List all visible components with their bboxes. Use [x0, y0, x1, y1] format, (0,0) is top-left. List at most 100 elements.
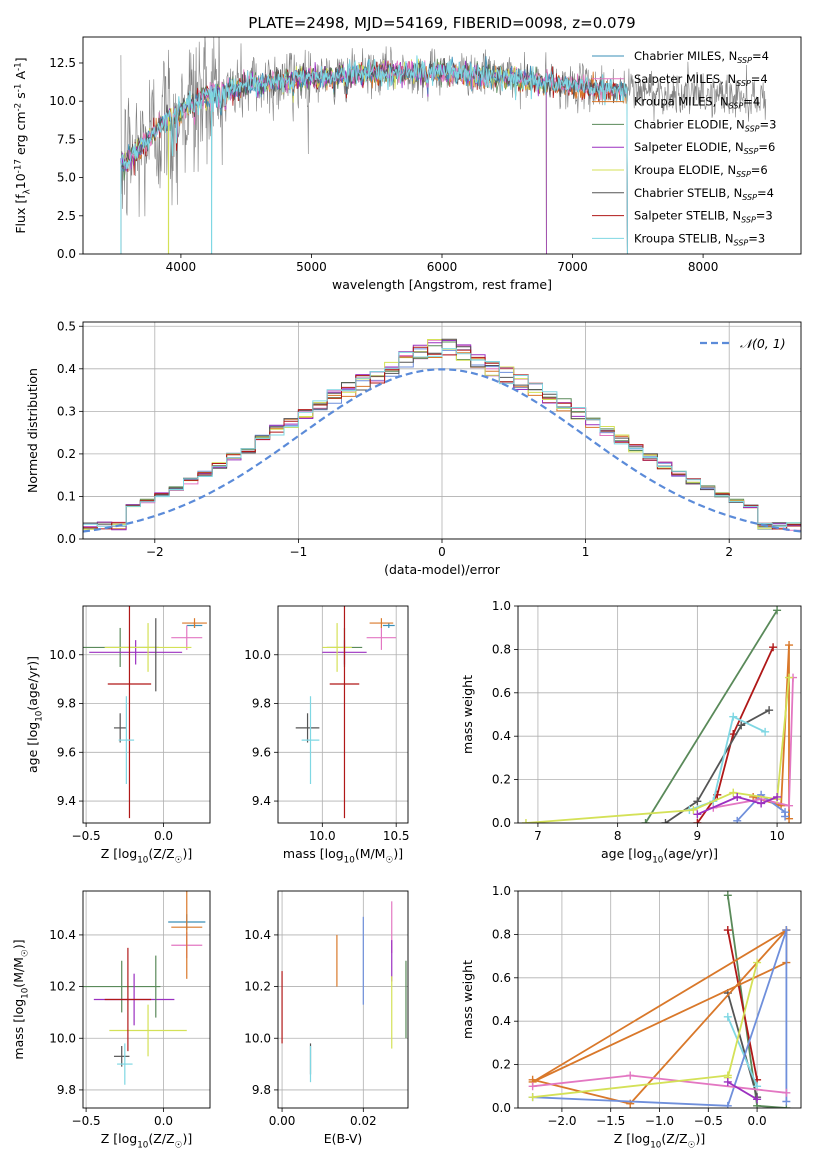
mass-weight-marker	[737, 721, 746, 730]
mass-weight-marker	[785, 641, 794, 650]
y-tick-label: 0.2	[492, 1058, 511, 1072]
y-tick-label: 0.0	[57, 247, 76, 261]
residual-histogram	[83, 348, 801, 528]
mass-weight-marker	[729, 788, 738, 797]
mass-weight-marker	[733, 816, 742, 823]
x-tick-label: 0.0	[748, 1114, 767, 1128]
y-tick-label: 0.1	[57, 489, 76, 503]
x-tick-label: 0.00	[269, 1114, 296, 1128]
mass-weight-marker	[781, 812, 790, 821]
x-tick-label: 7000	[557, 260, 588, 274]
axes-frame	[517, 890, 802, 1109]
x-tick-label: −0.5	[72, 829, 101, 843]
y-tick-label: 0.4	[492, 729, 511, 743]
y-axis-label: Flux [fλ10-17 erg cm-2 s-1 A-1]	[13, 57, 32, 233]
mw_vs_Z-plot-area	[518, 891, 801, 1108]
mass-weight-line	[696, 646, 774, 823]
mass-weight-marker	[528, 1082, 537, 1091]
y-tick-label: 0.8	[492, 927, 511, 941]
mass-weight-marker	[693, 810, 702, 819]
y-tick-label: 5.0	[57, 171, 76, 185]
mass-weight-line	[644, 609, 778, 823]
axes-frame	[82, 321, 802, 540]
y-axis-label: age [log10(age/yr)]	[25, 656, 44, 773]
x-tick-label: 2	[725, 545, 733, 559]
x-tick-label: 0.02	[350, 1114, 377, 1128]
y-tick-label: 9.4	[252, 794, 271, 808]
mass-weight-line	[726, 929, 758, 1080]
legend-entry: Kroupa MILES, NSSP=4	[634, 95, 760, 111]
x-axis-label: wavelength [Angstrom, rest frame]	[332, 277, 552, 292]
age_vs_mass-plot-area	[278, 606, 408, 823]
mass-weight-line	[713, 677, 794, 809]
axes-frame	[277, 890, 409, 1109]
x-tick-label: −2.0	[547, 1114, 576, 1128]
residuals-panel: −2 −1 0 1 2 0.0 0.1 0.2 0.3 0.4 0.5 (data-model)/er…	[25, 319, 802, 577]
mass-weight-marker	[753, 1095, 762, 1104]
mass-weight-marker	[626, 1071, 635, 1080]
axes-frame	[82, 890, 211, 1109]
mass-weight-marker	[641, 819, 650, 823]
x-tick-label: 6000	[427, 260, 458, 274]
spectrum-legend: Chabrier MILES, NSSP=4 Salpeter MILES, NS…	[592, 49, 776, 247]
mass-weight-marker	[729, 712, 738, 721]
y-axis-label: Normed distribution	[25, 368, 40, 493]
mass-weight-marker	[723, 891, 732, 900]
legend-entry: Kroupa ELODIE, NSSP=6	[634, 163, 768, 179]
x-tick-label: −1	[290, 545, 308, 559]
mw_vs_age-panel: 7 8 9 10 0.0 0.2 0.4 0.6 0.8 1.0 age [log10(age/yr…	[460, 599, 802, 865]
y-tick-label: 10.0	[49, 1031, 76, 1045]
x-tick-label: 0.0	[154, 1114, 173, 1128]
legend-entry: Kroupa STELIB, NSSP=3	[634, 231, 765, 247]
figure-title: PLATE=2498, MJD=54169, FIBERID=0098, z=0…	[248, 14, 635, 32]
x-tick-label: −0.5	[694, 1114, 723, 1128]
x-axis-label: (data-model)/error	[384, 562, 501, 577]
y-tick-label: 0.4	[57, 362, 76, 376]
mass-weight-marker	[769, 643, 778, 652]
legend-entry: Chabrier STELIB, NSSP=4	[634, 186, 774, 202]
normal-curve	[83, 368, 801, 533]
mass-weight-marker	[757, 799, 766, 808]
spectrum-panel: 4000 5000 6000 7000 8000 0.0 2.5 5.0 7.5 10.0 12.5…	[13, 36, 802, 292]
y-tick-label: 12.5	[49, 56, 76, 70]
x-tick-label: 1	[582, 545, 590, 559]
y-tick-label: 0.0	[57, 532, 76, 546]
x-tick-label: 9	[694, 829, 702, 843]
mass-weight-marker	[761, 727, 770, 736]
y-axis-label: mass [log10(M/M☉)]	[11, 939, 30, 1059]
y-tick-label: 0.6	[492, 686, 511, 700]
x-axis-label: Z [log10(Z/Z☉)]	[614, 1131, 705, 1150]
y-tick-label: 10.2	[244, 980, 271, 994]
mass-weight-line	[726, 1016, 758, 1087]
x-axis-label: E(B-V)	[324, 1131, 363, 1146]
x-tick-label: −0.5	[72, 1114, 101, 1128]
x-tick-label: 0.0	[154, 829, 173, 843]
age_vs_Z-panel: −0.5 0.0 9.4 9.6 9.8 10.0 Z [log10(Z/Z☉)] age […	[25, 605, 211, 865]
residuals-plot-area	[83, 322, 801, 539]
legend-entry: Chabrier ELODIE, NSSP=3	[634, 117, 776, 133]
y-tick-label: 9.6	[252, 745, 271, 759]
x-tick-label: 10.5	[383, 829, 410, 843]
mass-weight-line	[532, 929, 788, 1107]
x-tick-label: 8	[614, 829, 622, 843]
mw_vs_Z-panel: −2.0 −1.5 −1.0 −0.5 0.0 0.0 0.2 0.4 0.6 0.8 1.0 Z […	[460, 884, 802, 1150]
x-tick-label: 0	[438, 545, 446, 559]
mass-weight-line	[664, 709, 770, 823]
mass-weight-marker	[661, 819, 670, 823]
mass_vs_ebv-panel: 0.00 0.02 9.8 10.0 10.2 10.4 E(B-V)	[244, 890, 409, 1146]
y-axis-label: mass weight	[460, 675, 475, 754]
mass-weight-line	[697, 796, 778, 816]
y-tick-label: 10.4	[49, 928, 76, 942]
x-tick-label: 8000	[688, 260, 719, 274]
y-tick-label: 10.0	[49, 648, 76, 662]
y-tick-label: 7.5	[57, 132, 76, 146]
spectrum-plot-area	[120, 37, 767, 254]
x-tick-label: 5000	[296, 260, 327, 274]
axes-frame	[277, 605, 409, 824]
x-tick-label: −1.0	[645, 1114, 674, 1128]
mass-weight-marker	[733, 792, 742, 801]
mass-weight-marker	[785, 673, 794, 682]
y-tick-label: 0.0	[492, 816, 511, 830]
legend-entry: 𝒩(0, 1)	[740, 336, 786, 351]
